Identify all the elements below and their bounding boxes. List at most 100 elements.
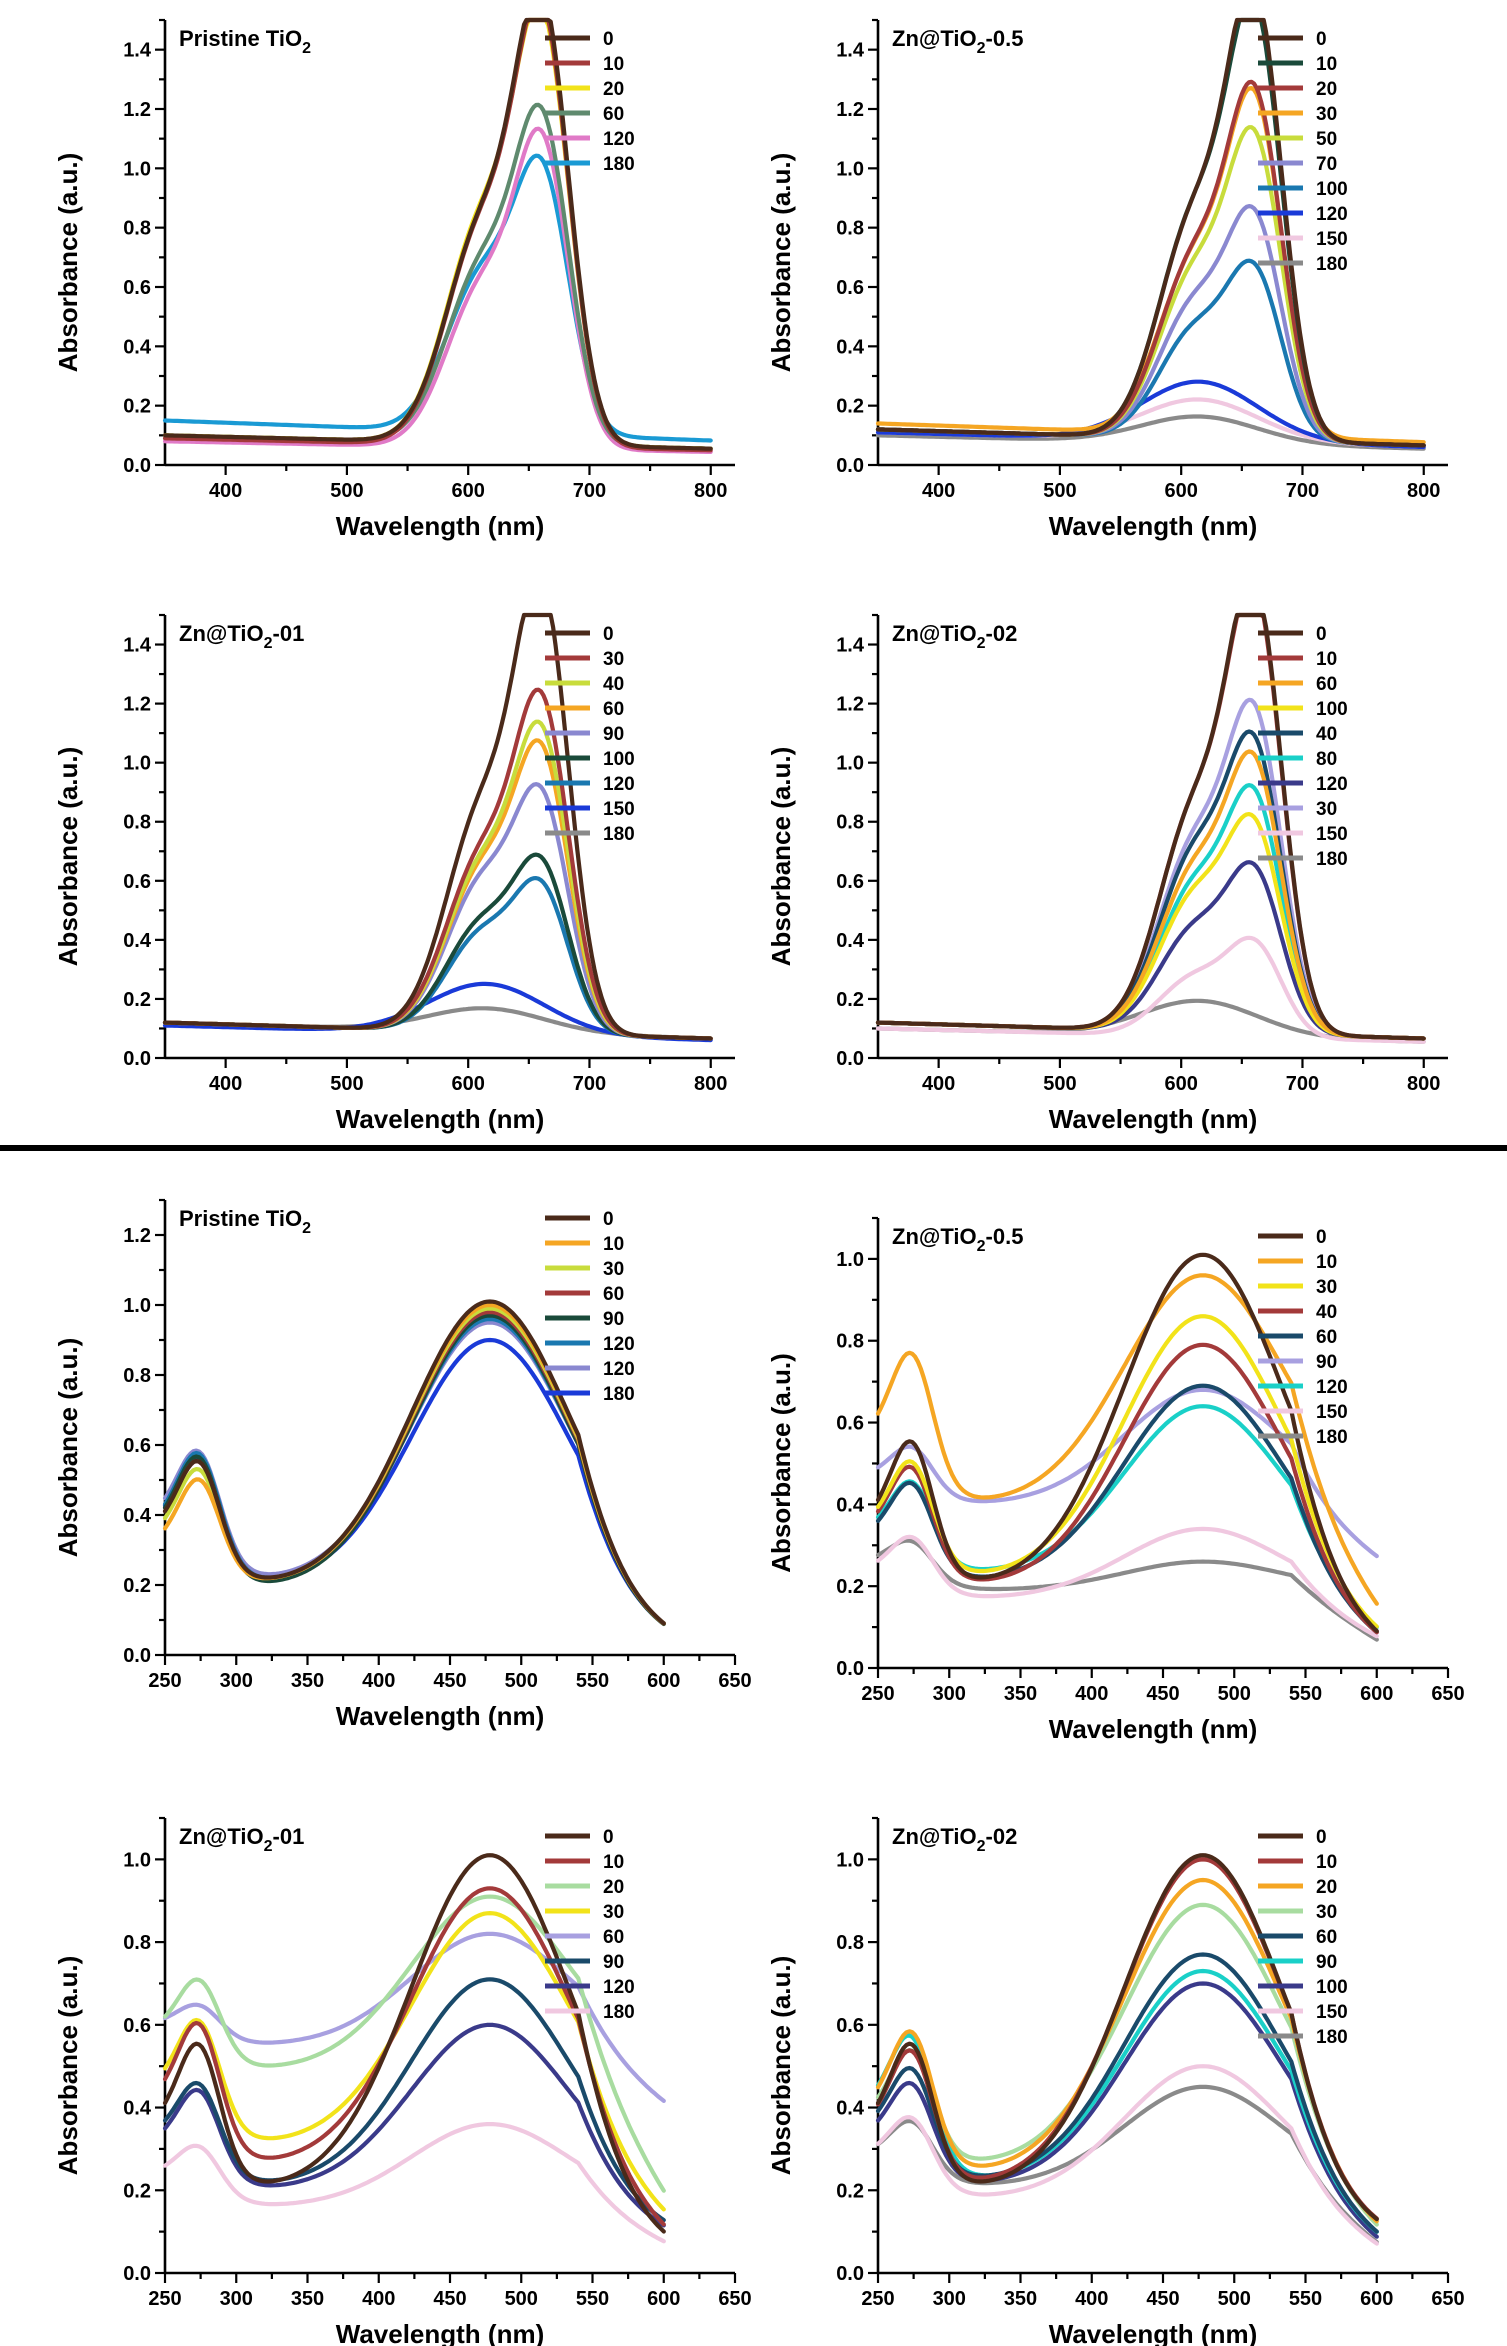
legend-label: 120 — [603, 1334, 635, 1355]
y-tick-label: 0.8 — [123, 1932, 151, 1954]
x-tick-label: 550 — [576, 1670, 609, 1692]
y-tick-label: 0.0 — [123, 1645, 151, 1667]
legend-label: 90 — [603, 1952, 624, 1973]
chart-panel-6: 250 300 350 400 450 500 550 600 6500.00.20.40.60… — [766, 1216, 1465, 1744]
series-line-0 — [162, 612, 713, 1041]
legend: 0 10 30 40 60 90 120 150 180 — [1258, 1227, 1348, 1448]
chart-panel-4: 400 500 600 700 8000.00.20.40.60.81.01.21.4W… — [766, 612, 1448, 1134]
series-line-10 — [875, 1273, 1379, 1606]
x-tick-label: 600 — [1360, 2288, 1393, 2310]
x-tick-label: 300 — [933, 2288, 966, 2310]
y-tick-label: 0.2 — [836, 1576, 864, 1598]
chart-panel-8: 250 300 350 400 450 500 550 600 6500.00.20.40.60… — [766, 1816, 1465, 2346]
series-line-0 — [875, 612, 1426, 1041]
y-axis-title: Absorbance (a.u.) — [766, 153, 796, 373]
x-tick-label: 250 — [148, 1670, 181, 1692]
legend-label: 0 — [1316, 29, 1327, 50]
y-axis-title: Absorbance (a.u.) — [766, 1353, 796, 1573]
y-tick-label: 0.2 — [836, 2180, 864, 2202]
legend-label: 10 — [1316, 649, 1337, 670]
x-tick-label: 500 — [1043, 480, 1076, 502]
panel-title: Zn@TiO2-0.5 — [892, 1224, 1023, 1255]
x-tick-label: 650 — [1431, 1683, 1464, 1705]
legend-label: 180 — [603, 1384, 635, 1405]
chart-panel-7: 250 300 350 400 450 500 550 600 6500.00.20.40.60… — [53, 1816, 752, 2346]
series-line-20 — [162, 1894, 666, 2193]
x-tick-label: 400 — [362, 2288, 395, 2310]
x-tick-label: 650 — [718, 1670, 751, 1692]
y-tick-label: 0.6 — [836, 871, 864, 893]
y-tick-label: 1.0 — [123, 1849, 151, 1871]
y-tick-label: 0.0 — [123, 2263, 151, 2285]
y-tick-label: 0.8 — [123, 218, 151, 240]
legend-label: 50 — [1316, 129, 1337, 150]
y-tick-label: 0.0 — [836, 1048, 864, 1070]
x-tick-label: 400 — [1075, 2288, 1108, 2310]
y-tick-label: 1.2 — [123, 1225, 151, 1247]
y-tick-label: 1.4 — [123, 40, 152, 62]
legend-label: 60 — [1316, 1927, 1337, 1948]
legend-label: 30 — [1316, 104, 1337, 125]
y-tick-label: 1.2 — [836, 99, 864, 121]
y-tick-label: 0.2 — [123, 396, 151, 418]
series-line-120 — [162, 2022, 666, 2228]
x-axis-title: Wavelength (nm) — [1049, 1714, 1257, 1744]
legend-label: 30 — [1316, 799, 1337, 820]
legend-label: 60 — [603, 104, 624, 125]
legend-label: 10 — [603, 1852, 624, 1873]
y-tick-label: 0.2 — [123, 989, 151, 1011]
series-line-0 — [162, 1299, 666, 1626]
legend: 0 10 20 30 50 70 100 120 150 180 — [1258, 29, 1348, 275]
y-tick-label: 0.0 — [836, 2263, 864, 2285]
legend-label: 60 — [603, 1927, 624, 1948]
x-tick-label: 350 — [291, 1670, 324, 1692]
legend-label: 60 — [1316, 1327, 1337, 1348]
y-tick-label: 1.0 — [836, 1849, 864, 1871]
y-tick-label: 0.2 — [123, 2180, 151, 2202]
x-tick-label: 400 — [362, 1670, 395, 1692]
x-tick-label: 250 — [861, 1683, 894, 1705]
y-tick-label: 0.0 — [123, 1048, 151, 1070]
x-axis-title: Wavelength (nm) — [336, 2319, 544, 2346]
x-tick-label: 700 — [1286, 480, 1319, 502]
legend-label: 20 — [1316, 79, 1337, 100]
y-tick-label: 1.0 — [123, 1295, 151, 1317]
legend-label: 10 — [1316, 1252, 1337, 1273]
legend-label: 30 — [1316, 1902, 1337, 1923]
legend-label: 0 — [1316, 624, 1327, 645]
x-tick-label: 500 — [330, 1073, 363, 1095]
panel-title: Pristine TiO2 — [179, 26, 311, 57]
legend-label: 10 — [1316, 1852, 1337, 1873]
x-axis-title: Wavelength (nm) — [1049, 511, 1257, 541]
x-tick-label: 700 — [573, 480, 606, 502]
x-tick-label: 500 — [330, 480, 363, 502]
legend-label: 60 — [603, 699, 624, 720]
chart-panel-2: 400 500 600 700 8000.00.20.40.60.81.01.21.4W… — [766, 17, 1448, 541]
legend-label: 30 — [603, 1259, 624, 1280]
legend: 0 10 20 30 60 90 120 180 — [545, 1827, 635, 2023]
y-tick-label: 0.6 — [123, 871, 151, 893]
series-line-180 — [875, 414, 1426, 451]
legend-label: 10 — [1316, 54, 1337, 75]
legend-label: 0 — [603, 1209, 614, 1230]
legend-label: 0 — [1316, 1227, 1327, 1248]
series-line-60 — [875, 1952, 1379, 2234]
legend-label: 40 — [1316, 724, 1337, 745]
x-tick-label: 600 — [452, 1073, 485, 1095]
legend-label: 180 — [603, 154, 635, 175]
y-tick-label: 0.2 — [836, 989, 864, 1011]
y-tick-label: 0.6 — [123, 1435, 151, 1457]
y-axis-title: Absorbance (a.u.) — [53, 1956, 83, 2176]
y-tick-label: 1.0 — [123, 158, 151, 180]
x-tick-label: 450 — [433, 2288, 466, 2310]
x-tick-label: 800 — [1407, 1073, 1440, 1095]
legend-label: 100 — [1316, 179, 1348, 200]
x-tick-label: 500 — [1043, 1073, 1076, 1095]
y-tick-label: 0.8 — [123, 812, 151, 834]
series-line-10 — [162, 1302, 666, 1626]
chart-panel-1: 400 500 600 700 8000.00.20.40.60.81.01.21.4W… — [53, 17, 735, 541]
legend-label: 0 — [603, 624, 614, 645]
x-tick-label: 250 — [148, 2288, 181, 2310]
legend-label: 0 — [603, 29, 614, 50]
